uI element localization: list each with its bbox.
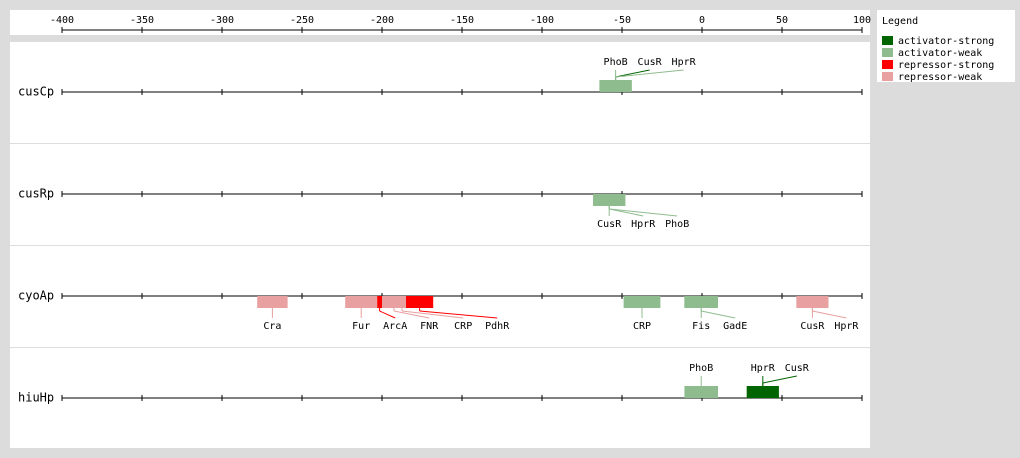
site-label: CusR (638, 57, 663, 68)
site-label: Fur (352, 321, 370, 332)
leader-line (615, 69, 684, 78)
leader-line (812, 310, 847, 319)
site-label: PhoB (665, 219, 689, 230)
leader-line (615, 69, 650, 78)
legend-panel (877, 10, 1015, 82)
site-label: CusR (785, 363, 810, 374)
site-label: PhoB (604, 57, 628, 68)
site-label: HprR (834, 321, 859, 332)
legend-label: repressor-strong (898, 60, 994, 71)
leader-line (393, 310, 430, 319)
promoter-name: cusRp (18, 187, 54, 201)
binding-site (593, 194, 626, 206)
site-label: CRP (633, 321, 651, 332)
leader-line (379, 310, 396, 319)
leader-line (701, 310, 736, 319)
promoter-name: cusCp (18, 85, 54, 99)
binding-site (406, 296, 434, 308)
leader-line (419, 310, 498, 319)
legend-label: activator-strong (898, 36, 994, 47)
binding-site (684, 296, 718, 308)
binding-site (623, 296, 661, 308)
site-label: HprR (672, 57, 697, 68)
site-label: Fis (692, 321, 710, 332)
site-label: CRP (454, 321, 472, 332)
axis-tick-label: 50 (776, 15, 788, 26)
axis-tick-label: -400 (50, 15, 74, 26)
axis-tick-label: 100 (853, 15, 871, 26)
binding-site (257, 296, 288, 308)
legend-swatch (882, 72, 893, 81)
legend-label: repressor-weak (898, 72, 982, 83)
binding-site (746, 386, 779, 398)
binding-site (345, 296, 378, 308)
leader-line (609, 208, 678, 217)
site-label: PhoB (689, 363, 713, 374)
legend-swatch (882, 60, 893, 69)
axis-tick-label: -250 (290, 15, 314, 26)
leader-line (762, 375, 797, 384)
site-label: Cra (263, 321, 281, 332)
axis-tick-label: -150 (450, 15, 474, 26)
site-label: ArcA (383, 321, 407, 332)
axis-tick-label: -300 (210, 15, 234, 26)
binding-site (377, 296, 382, 308)
leader-line (609, 208, 644, 217)
binding-site (684, 386, 718, 398)
site-label: HprR (751, 363, 776, 374)
leader-line (401, 310, 464, 319)
axis-tick-label: -100 (530, 15, 554, 26)
promoter-name: cyoAp (18, 289, 54, 303)
legend-label: activator-weak (898, 48, 982, 59)
site-label: CusR (800, 321, 825, 332)
axis-panel (10, 10, 870, 35)
binding-site (796, 296, 829, 308)
axis-tick-label: -50 (613, 15, 631, 26)
site-label: CusR (597, 219, 622, 230)
promoter-name: hiuHp (18, 391, 54, 405)
site-label: PdhR (485, 321, 510, 332)
legend-swatch (882, 36, 893, 45)
axis-tick-label: -350 (130, 15, 154, 26)
binding-site (599, 80, 632, 92)
axis-tick-label: 0 (699, 15, 705, 26)
legend-title: Legend (882, 16, 918, 27)
site-label: FNR (420, 321, 439, 332)
legend-swatch (882, 48, 893, 57)
site-label: GadE (723, 321, 747, 332)
site-label: HprR (631, 219, 656, 230)
axis-tick-label: -200 (370, 15, 394, 26)
